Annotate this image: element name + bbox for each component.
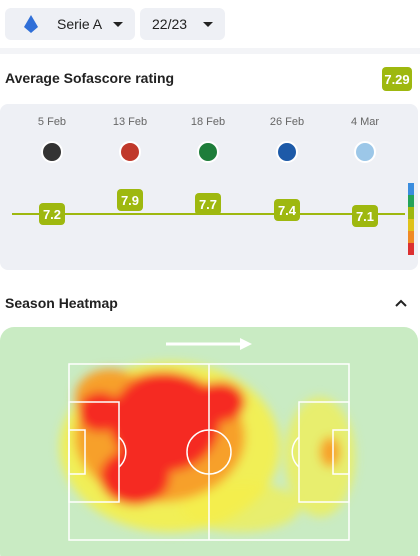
collapse-chevron[interactable] — [394, 298, 408, 308]
season-dropdown[interactable]: 22/23 — [140, 8, 225, 40]
heat-blobs — [60, 362, 355, 532]
match-date: 18 Feb — [190, 116, 226, 128]
match-rating: 7.4 — [274, 199, 300, 221]
average-rating: 7.29 — [382, 67, 412, 91]
direction-arrow — [166, 338, 252, 350]
team-logo — [119, 141, 141, 163]
league-icon — [24, 15, 38, 33]
team-logo — [197, 141, 219, 163]
team-logo — [354, 141, 376, 163]
heatmap — [0, 327, 418, 556]
rating-title: Average Sofascore rating — [5, 70, 175, 86]
league-label: Serie A — [57, 16, 103, 32]
match-rating: 7.2 — [39, 203, 65, 225]
match-date: 5 Feb — [37, 116, 67, 128]
caret — [113, 22, 123, 27]
season-label: 22/23 — [152, 16, 188, 32]
rating-scale — [408, 183, 414, 255]
rating-card — [0, 104, 418, 270]
separator — [0, 48, 420, 54]
league-dropdown[interactable]: Serie A — [5, 8, 135, 40]
match-date: 26 Feb — [269, 116, 305, 128]
team-logo — [276, 141, 298, 163]
match-rating: 7.1 — [352, 205, 378, 227]
caret — [203, 22, 213, 27]
match-date: 13 Feb — [112, 116, 148, 128]
pitch-lines — [68, 363, 350, 541]
heatmap-title: Season Heatmap — [5, 295, 118, 311]
match-rating: 7.7 — [195, 193, 221, 215]
match-date: 4 Mar — [350, 116, 380, 128]
team-logo — [41, 141, 63, 163]
match-rating: 7.9 — [117, 189, 143, 211]
